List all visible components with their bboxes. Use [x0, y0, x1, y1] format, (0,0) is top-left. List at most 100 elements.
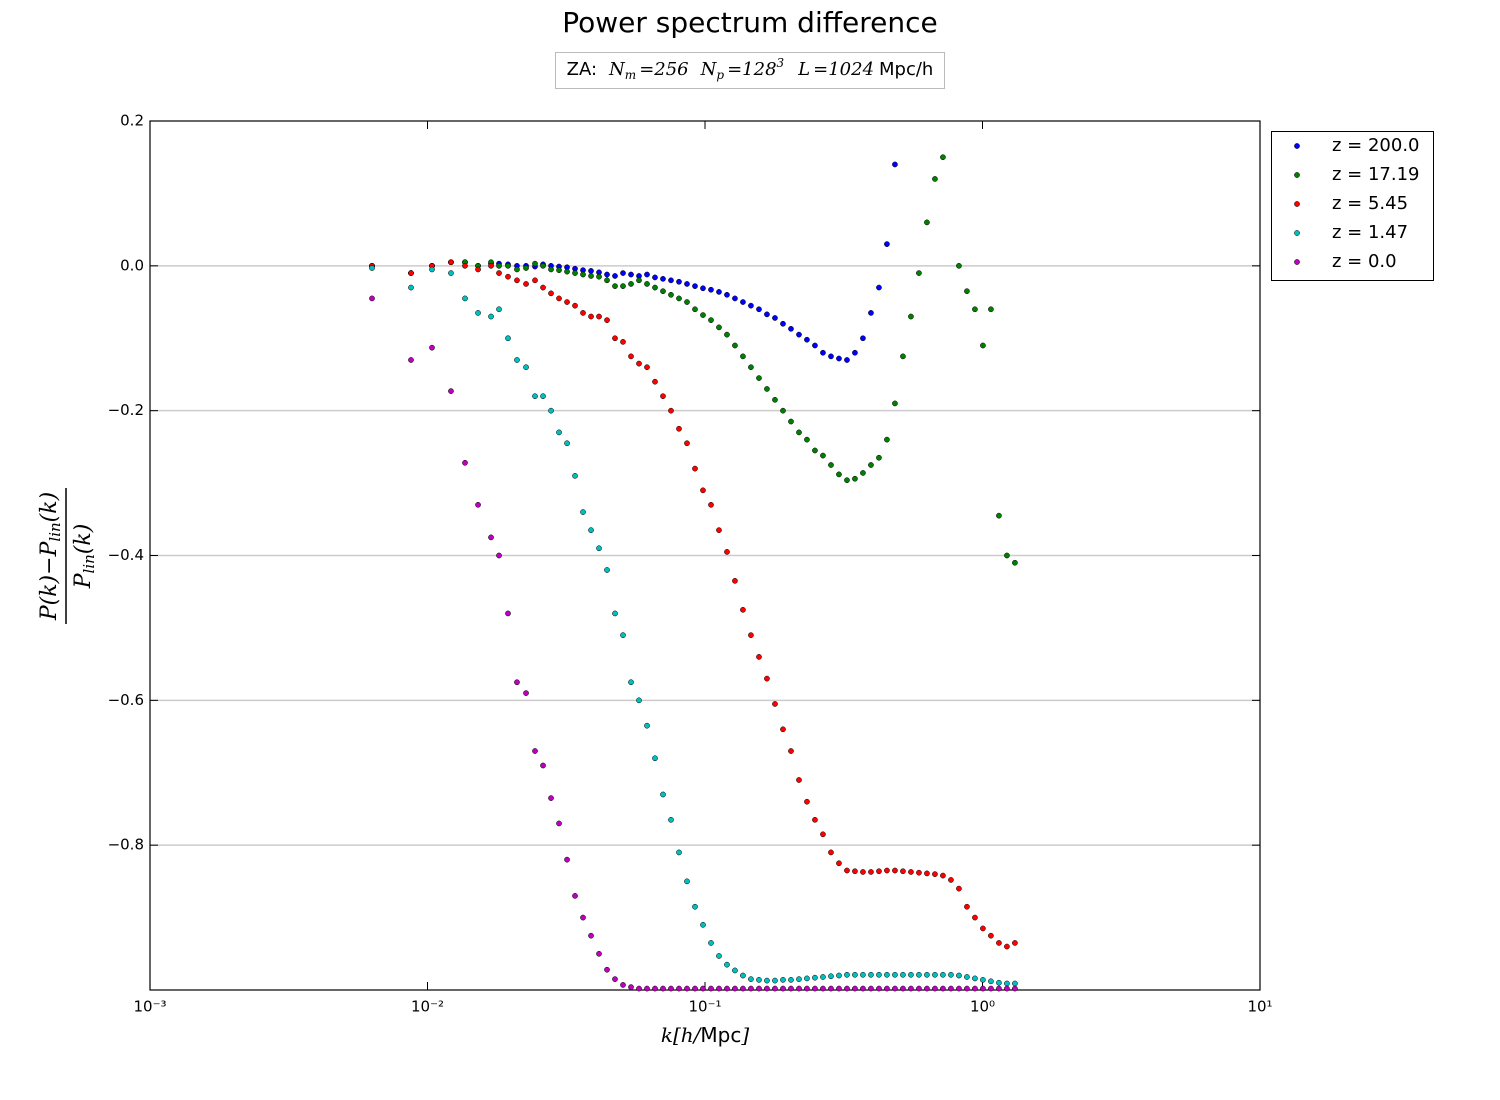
data-point: [948, 971, 954, 978]
data-point: [620, 283, 626, 289]
data-point: [852, 868, 858, 875]
y-tick-label: 0.2: [120, 112, 144, 130]
data-point: [756, 977, 762, 983]
data-point: [588, 313, 594, 320]
data-point: [708, 985, 714, 992]
x-tick-label: 10⁻¹: [688, 998, 721, 1016]
subtitle-part: =128: [727, 59, 776, 80]
data-point: [756, 985, 762, 992]
data-point: [844, 867, 850, 874]
data-point: [756, 306, 762, 313]
data-point: [956, 885, 962, 892]
data-point: [644, 364, 650, 371]
y-label-denominator: Plin(k): [71, 524, 98, 590]
data-point: [475, 266, 481, 273]
data-point: [812, 974, 818, 981]
data-point: [408, 270, 414, 276]
data-point: [505, 273, 511, 280]
data-point: [556, 267, 562, 274]
data-point: [652, 985, 658, 992]
data-point: [804, 436, 810, 443]
data-point: [884, 971, 890, 978]
x-label-part: ]: [740, 1023, 749, 1047]
data-point: [668, 277, 674, 284]
data-point: [788, 748, 794, 754]
data-point: [1012, 559, 1018, 566]
data-point: [692, 306, 698, 313]
data-point: [1012, 940, 1018, 946]
data-point: [732, 295, 738, 302]
data-point: [884, 436, 890, 443]
data-point: [972, 985, 978, 992]
legend-marker: [1294, 172, 1300, 178]
data-point: [972, 914, 978, 921]
x-tick-label: 10⁻³: [133, 998, 166, 1016]
subtitle-part: =1024: [813, 59, 874, 80]
subtitle-part: N: [700, 59, 718, 80]
data-point: [748, 985, 754, 992]
data-point: [876, 971, 882, 978]
data-point: [860, 470, 866, 476]
y-label-part: lin: [46, 522, 64, 541]
data-point: [940, 872, 946, 879]
subtitle-part: =256: [639, 59, 688, 80]
data-point: [668, 985, 674, 992]
data-point: [900, 971, 906, 978]
data-point: [612, 273, 618, 279]
data-point: [429, 344, 435, 351]
data-point: [748, 976, 754, 982]
y-tick-label: −0.2: [108, 401, 144, 419]
data-point: [628, 271, 634, 278]
data-point: [748, 364, 754, 371]
data-point: [448, 259, 454, 266]
x-label-part: Mpc: [700, 1023, 741, 1047]
data-point: [1004, 985, 1010, 992]
data-point: [369, 265, 375, 271]
data-point: [408, 357, 414, 363]
chart-subtitle: ZA: Nm =256 Np =1283 L =1024 Mpc/h: [567, 56, 934, 82]
data-point: [732, 577, 738, 584]
data-point: [514, 357, 520, 363]
data-point: [556, 295, 562, 302]
data-point: [572, 270, 578, 276]
data-point: [908, 971, 914, 978]
data-point: [836, 985, 842, 992]
data-point: [604, 966, 610, 973]
data-point: [708, 286, 714, 293]
legend-marker: [1294, 259, 1300, 265]
data-point: [523, 265, 529, 271]
y-axis-label: P(k)−Plin(k) Plin(k): [37, 488, 98, 624]
data-point: [780, 985, 786, 992]
data-point: [988, 932, 994, 939]
data-point: [429, 266, 435, 273]
x-tick-label: 10⁰: [970, 998, 995, 1016]
data-point: [620, 270, 626, 276]
data-point: [700, 312, 706, 318]
data-point: [764, 675, 770, 682]
data-point: [1004, 943, 1010, 950]
data-point: [988, 978, 994, 985]
data-point: [580, 271, 586, 278]
data-point: [716, 527, 722, 534]
data-point: [532, 748, 538, 754]
data-point: [612, 283, 618, 289]
data-point: [652, 284, 658, 291]
data-point: [564, 856, 570, 863]
data-point: [684, 299, 690, 305]
data-point: [636, 277, 642, 284]
data-point: [964, 985, 970, 992]
subtitle-part: ZA:: [567, 59, 597, 80]
data-point: [660, 288, 666, 295]
data-point: [916, 270, 922, 276]
y-label-numerator: P(k)−Plin(k): [37, 492, 64, 621]
data-point: [900, 985, 906, 992]
data-point: [780, 320, 786, 327]
data-point: [644, 271, 650, 278]
x-tick-label: 10⁻²: [411, 998, 444, 1016]
data-point: [548, 290, 554, 297]
data-point: [836, 972, 842, 979]
data-point: [932, 971, 938, 978]
data-point: [700, 921, 706, 928]
data-point: [844, 985, 850, 992]
